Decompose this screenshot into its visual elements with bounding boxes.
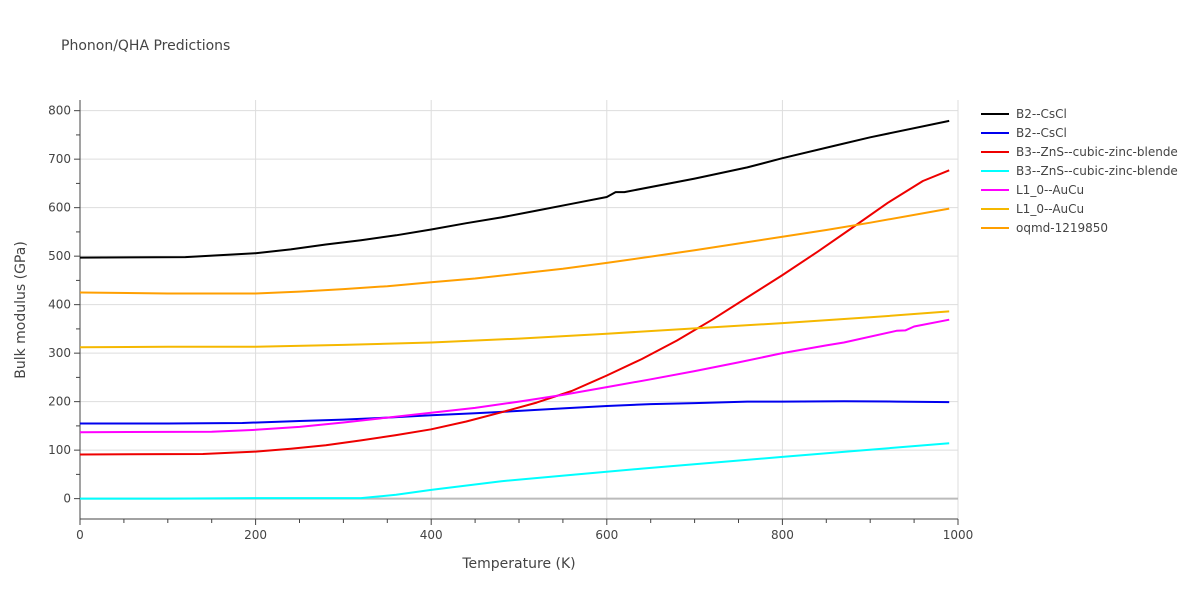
y-tick-label: 100 <box>48 443 71 457</box>
y-tick-label: 600 <box>48 201 71 215</box>
legend-item[interactable]: oqmd-1219850 <box>981 221 1108 235</box>
y-tick-label: 200 <box>48 395 71 409</box>
series-line-5 <box>79 318 950 434</box>
series-line-1 <box>79 119 950 259</box>
grid <box>80 100 959 519</box>
y-tick-label: 300 <box>48 346 71 360</box>
legend: B2--CsCl B2--CsCl B3--ZnS--cubic-zinc-blen… <box>981 107 1178 235</box>
x-tick-label: 0 <box>76 528 84 542</box>
x-tick-label: 800 <box>771 528 794 542</box>
legend-item[interactable]: L1_0--AuCu <box>981 183 1084 197</box>
legend-item[interactable]: B2--CsCl <box>981 126 1067 140</box>
x-tick-label: 400 <box>420 528 443 542</box>
tick-labels: 0 200 400 600 800 1000 0 100 200 300 400 500 600 700 8… <box>48 104 973 542</box>
plot-area <box>74 100 959 525</box>
series-line-4 <box>80 442 950 500</box>
y-tick-label: 500 <box>48 249 71 263</box>
y-axis-title: Bulk modulus (GPa) <box>13 241 29 379</box>
axes <box>74 100 959 525</box>
legend-item[interactable]: B3--ZnS--cubic-zinc-blende <box>981 164 1178 178</box>
y-tick-label: 800 <box>48 104 71 118</box>
series-line-7 <box>79 207 950 295</box>
series-line-2 <box>80 400 950 425</box>
legend-item[interactable]: B2--CsCl <box>981 107 1067 121</box>
legend-label: B2--CsCl <box>1016 126 1067 140</box>
legend-label: B3--ZnS--cubic-zinc-blende <box>1016 145 1178 159</box>
series-group <box>79 119 950 500</box>
legend-label: L1_0--AuCu <box>1016 202 1084 216</box>
series-line-3 <box>79 169 950 456</box>
series-line-6 <box>79 310 950 349</box>
legend-label: B3--ZnS--cubic-zinc-blende <box>1016 164 1178 178</box>
y-tick-label: 0 <box>63 492 71 506</box>
x-axis-title: Temperature (K) <box>461 556 575 572</box>
legend-label: B2--CsCl <box>1016 107 1067 121</box>
x-tick-label: 1000 <box>943 528 974 542</box>
chart-title: Phonon/QHA Predictions <box>61 38 230 54</box>
y-tick-label: 700 <box>48 152 71 166</box>
x-tick-label: 600 <box>595 528 618 542</box>
x-tick-label: 200 <box>244 528 267 542</box>
legend-item[interactable]: B3--ZnS--cubic-zinc-blende <box>981 145 1178 159</box>
legend-item[interactable]: L1_0--AuCu <box>981 202 1084 216</box>
y-tick-label: 400 <box>48 298 71 312</box>
legend-label: oqmd-1219850 <box>1016 221 1108 235</box>
legend-label: L1_0--AuCu <box>1016 183 1084 197</box>
